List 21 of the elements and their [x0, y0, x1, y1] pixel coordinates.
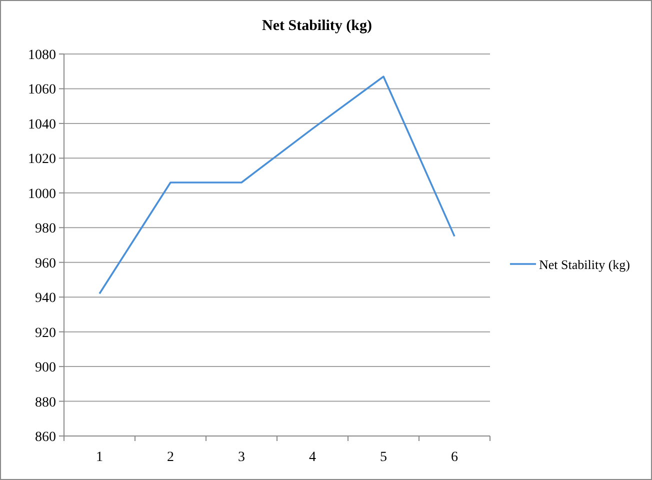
x-tick-label: 4: [309, 450, 316, 465]
y-tick-label: 1000: [28, 186, 56, 202]
y-tick-label: 920: [35, 326, 56, 341]
y-tick-label: 940: [35, 291, 56, 306]
y-tick-label: 900: [35, 360, 56, 376]
x-tick-label: 6: [451, 450, 458, 465]
x-tick-label: 5: [380, 450, 387, 465]
y-tick-label: 960: [35, 256, 56, 272]
chart-title: Net Stability (kg): [262, 18, 372, 34]
x-tick-label: 1: [96, 450, 103, 465]
y-tick-label: 880: [35, 395, 56, 410]
y-tick-label: 1020: [28, 152, 56, 168]
y-tick-label: 1080: [28, 48, 56, 63]
y-tick-label: 980: [35, 222, 56, 237]
y-tick-label: 1040: [28, 117, 56, 132]
x-tick-label: 3: [238, 450, 245, 465]
line-series: [98, 76, 456, 295]
y-tick-label: 860: [35, 430, 56, 445]
legend-label: Net Stability (kg): [539, 257, 630, 272]
x-tick-label: 2: [167, 450, 174, 465]
y-tick-label: 1060: [28, 82, 56, 98]
